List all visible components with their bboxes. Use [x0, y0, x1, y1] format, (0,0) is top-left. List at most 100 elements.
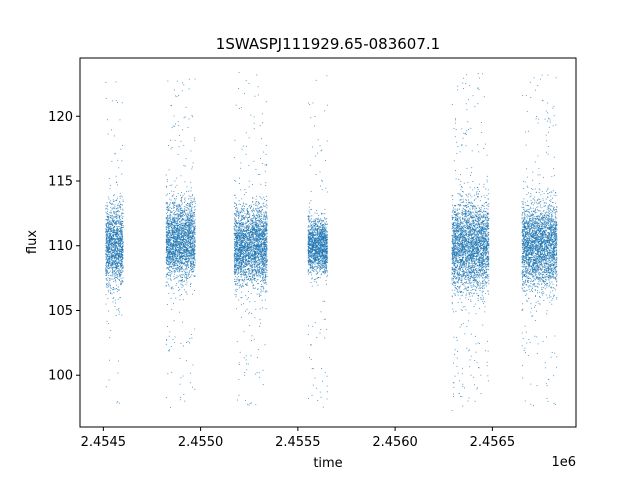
data-point [194, 78, 196, 80]
data-point [172, 243, 174, 245]
data-point [177, 249, 179, 251]
data-point [167, 268, 169, 269]
data-point [165, 228, 167, 230]
data-point [192, 271, 193, 273]
data-point [110, 234, 112, 236]
data-point [170, 260, 172, 262]
data-point [172, 245, 174, 247]
data-point [191, 219, 193, 221]
data-point [194, 221, 195, 223]
data-point [120, 232, 122, 234]
data-point [173, 261, 175, 263]
data-point [190, 219, 192, 221]
data-point [187, 243, 189, 245]
data-point [168, 263, 170, 265]
data-point [193, 249, 195, 251]
data-point [256, 231, 258, 233]
data-point [172, 236, 174, 238]
data-point [183, 227, 185, 229]
data-point [190, 269, 192, 271]
data-point [187, 209, 189, 211]
data-point [118, 263, 120, 265]
data-point [266, 232, 268, 234]
data-point [119, 256, 121, 258]
data-point [172, 218, 174, 219]
data-point [180, 247, 182, 249]
data-point [172, 221, 174, 223]
data-point [182, 222, 184, 224]
data-point [172, 230, 174, 232]
data-point [238, 379, 240, 381]
data-point [241, 249, 243, 251]
data-point [258, 267, 260, 269]
data-point [179, 256, 181, 258]
data-point [114, 226, 116, 227]
data-point [166, 235, 168, 237]
data-point [168, 253, 170, 255]
data-point [182, 263, 184, 264]
data-point [179, 245, 181, 247]
data-point [191, 231, 193, 233]
data-point [109, 242, 111, 244]
data-point [180, 243, 182, 245]
data-point [177, 252, 179, 254]
data-point [166, 241, 168, 243]
data-point [168, 292, 170, 294]
data-point [119, 251, 121, 253]
data-point [173, 226, 174, 228]
data-point [191, 254, 193, 256]
data-point [182, 247, 184, 249]
data-point [175, 265, 177, 267]
data-point [170, 211, 172, 213]
data-point [105, 284, 107, 286]
data-point [194, 224, 196, 226]
data-point [115, 272, 117, 273]
data-point [109, 241, 111, 243]
data-point [167, 80, 169, 82]
data-point [178, 280, 180, 282]
data-point [173, 249, 175, 251]
data-point [175, 240, 177, 242]
data-point [244, 243, 246, 245]
data-point [171, 146, 173, 148]
data-point [113, 216, 115, 218]
data-point [110, 243, 112, 245]
data-point [181, 233, 182, 235]
data-point [166, 223, 168, 224]
data-point [245, 145, 247, 147]
data-point [189, 382, 191, 384]
data-point [172, 260, 174, 262]
data-point [166, 260, 168, 261]
data-point [167, 220, 168, 222]
data-point [174, 268, 176, 270]
data-point [169, 226, 170, 227]
data-point [179, 383, 181, 385]
data-point [169, 207, 171, 209]
data-point [114, 152, 116, 154]
data-point [254, 255, 256, 257]
data-point [108, 253, 109, 255]
data-point [234, 293, 236, 295]
data-point [173, 263, 175, 265]
data-point [187, 236, 189, 238]
data-point [171, 308, 173, 310]
data-point [114, 280, 116, 281]
data-point [119, 243, 121, 245]
data-point [165, 235, 167, 237]
data-point [118, 265, 120, 267]
data-point [253, 160, 255, 162]
data-point [122, 245, 124, 247]
data-point [184, 400, 186, 402]
data-point [107, 283, 109, 285]
data-point [119, 197, 121, 199]
data-point [239, 219, 241, 221]
data-point [168, 207, 170, 209]
data-point [112, 264, 114, 266]
data-point [113, 243, 115, 245]
data-point [189, 236, 191, 238]
data-point [183, 223, 185, 225]
data-point [116, 264, 118, 266]
data-point [166, 238, 168, 240]
data-point [190, 265, 192, 267]
data-point [165, 174, 167, 176]
